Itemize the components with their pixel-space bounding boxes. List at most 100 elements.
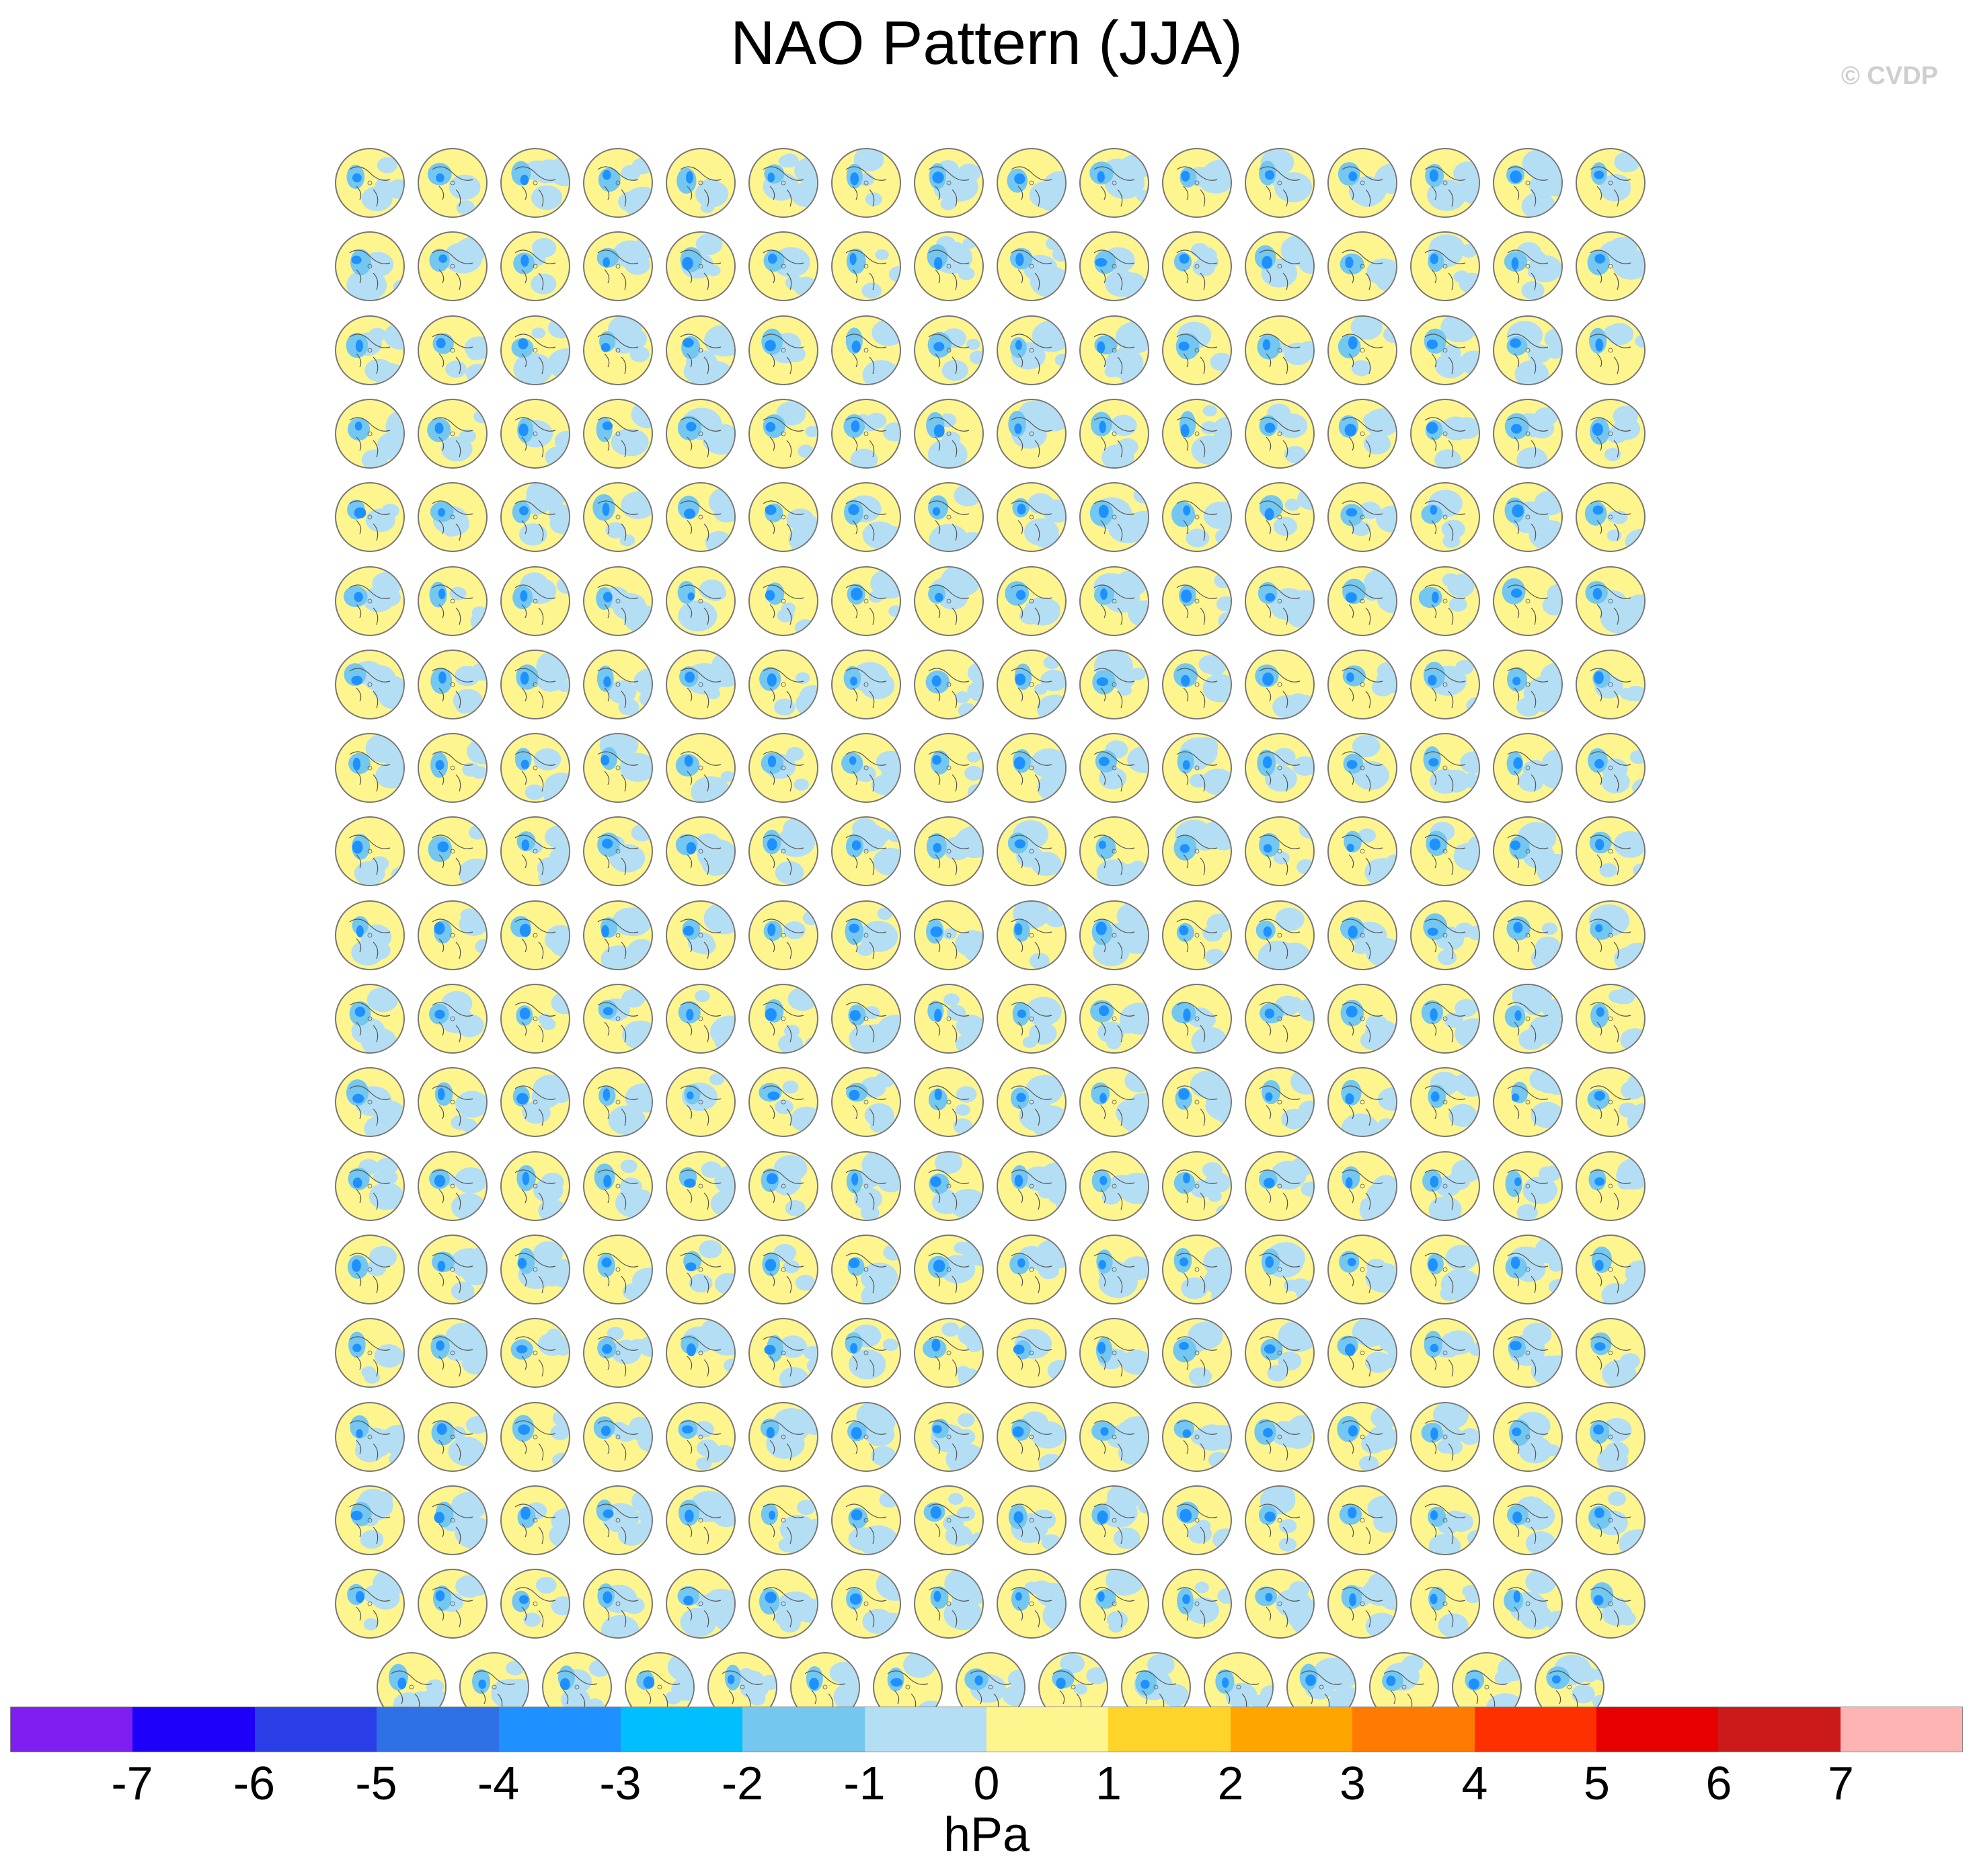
model-panel (910, 810, 988, 892)
model-panel (496, 309, 574, 391)
model-panel (414, 894, 492, 976)
model-panel (1241, 1562, 1319, 1644)
model-panel (1075, 1060, 1153, 1142)
model-panel (579, 392, 657, 474)
polar-map (914, 1401, 984, 1472)
model-panel (1489, 1060, 1567, 1142)
model-panel (827, 977, 905, 1059)
model-panel (744, 559, 822, 641)
polar-map (831, 148, 901, 218)
polar-map (748, 482, 818, 553)
polar-map (1327, 1067, 1397, 1138)
polar-map (666, 148, 736, 218)
model-panel (1158, 726, 1236, 808)
model-panel (1075, 475, 1153, 557)
model-panel (1406, 894, 1484, 976)
model-panel (579, 726, 657, 808)
polar-map (1245, 649, 1315, 719)
polar-map (666, 984, 736, 1054)
model-panel (744, 309, 822, 391)
model-panel (1241, 977, 1319, 1059)
model-panel (662, 726, 740, 808)
polar-map (1493, 398, 1563, 469)
model-panel (579, 475, 657, 557)
polar-map (1245, 565, 1315, 636)
model-panel (1241, 1228, 1319, 1310)
colorbar-cell (1230, 1707, 1353, 1752)
model-panel (993, 141, 1071, 223)
model-panel (910, 1060, 988, 1142)
polar-map (831, 984, 901, 1054)
model-panel (1075, 392, 1153, 474)
model-panel (1489, 392, 1567, 474)
model-panel (1158, 643, 1236, 725)
model-panel (1158, 894, 1236, 976)
model-panel (1489, 1311, 1567, 1393)
colorbar-tick-label: 5 (1584, 1757, 1610, 1809)
polar-map (1327, 1234, 1397, 1304)
model-panel (1489, 726, 1567, 808)
model-panel (744, 392, 822, 474)
polar-map (1162, 649, 1232, 719)
polar-map (1327, 1318, 1397, 1389)
polar-map (1576, 398, 1646, 469)
polar-map (1410, 900, 1480, 970)
polar-map (1245, 1318, 1315, 1389)
polar-map (500, 231, 570, 302)
model-panel (662, 225, 740, 307)
polar-map (1245, 1150, 1315, 1221)
model-panel (414, 475, 492, 557)
model-panel (1323, 1144, 1401, 1226)
polar-map (1576, 1150, 1646, 1221)
polar-map (666, 1150, 736, 1221)
model-panel (1323, 894, 1401, 976)
model-panel (827, 309, 905, 391)
model-panel (662, 141, 740, 223)
model-panel (414, 726, 492, 808)
colorbar-tick-label: -6 (233, 1757, 276, 1809)
model-panel (579, 1311, 657, 1393)
model-panel (1158, 977, 1236, 1059)
polar-map (1493, 900, 1563, 970)
model-panel (993, 1395, 1071, 1477)
polar-map (1245, 1485, 1315, 1555)
polar-map (1493, 733, 1563, 804)
polar-map (1079, 1150, 1149, 1221)
polar-map (831, 398, 901, 469)
polar-map (1576, 649, 1646, 719)
model-panel (744, 1060, 822, 1142)
polar-map (1245, 315, 1315, 385)
model-panel (1323, 475, 1401, 557)
model-panel (331, 977, 409, 1059)
polar-map (1162, 1150, 1232, 1221)
polar-map (1327, 1150, 1397, 1221)
model-panel (1075, 643, 1153, 725)
polar-map (1327, 1401, 1397, 1472)
model-panel (1323, 141, 1401, 223)
model-panel (1075, 810, 1153, 892)
model-panel (662, 1311, 740, 1393)
polar-map (1079, 1569, 1149, 1639)
polar-map (1493, 1234, 1563, 1304)
model-panel (827, 1479, 905, 1561)
model-panel (1158, 810, 1236, 892)
polar-map (1327, 733, 1397, 804)
polar-map (1576, 482, 1646, 553)
polar-map (1493, 1569, 1563, 1639)
polar-map (1162, 482, 1232, 553)
polar-map (583, 1318, 653, 1389)
polar-map (1079, 1485, 1149, 1555)
polar-map (1576, 733, 1646, 804)
polar-map (1493, 1318, 1563, 1389)
model-panel (910, 1395, 988, 1477)
polar-map (1079, 565, 1149, 636)
polar-map (418, 649, 488, 719)
polar-map (831, 1234, 901, 1304)
polar-map (583, 900, 653, 970)
colorbar-tick-label: 6 (1705, 1757, 1732, 1809)
model-panel (1406, 141, 1484, 223)
polar-map (1327, 315, 1397, 385)
model-panel (993, 894, 1071, 976)
model-panel (1406, 392, 1484, 474)
colorbar (10, 1707, 1963, 1752)
